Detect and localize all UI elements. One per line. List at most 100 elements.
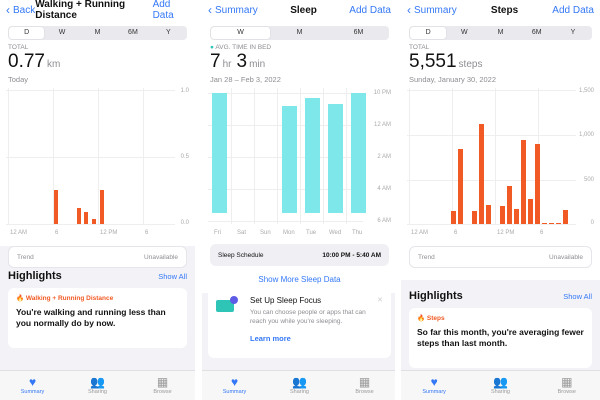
chart-bar [472,211,477,224]
sleep-schedule-row[interactable]: Sleep Schedule 10:00 PM - 5:40 AM [210,244,389,266]
y-tick: 1,000 [578,132,594,138]
trend-row[interactable]: Trend Unavailable [409,246,592,268]
sleep-bar [212,93,227,213]
back-label: Summary [215,4,258,16]
sleep-chart[interactable]: 10 PM 12 AM 2 AM 4 AM 6 AM Fri Sat Sun M… [208,88,391,236]
x-tick: Fri [214,230,221,236]
tab-summary[interactable]: ♥ Summary [202,371,267,400]
tab-browse[interactable]: ▦ Browse [534,371,600,400]
hours-value: 7 [210,51,221,72]
tab-sharing[interactable]: 👥 Sharing [65,371,130,400]
chart-bar [100,190,104,224]
grid-line [452,88,453,224]
grid-line [53,88,54,224]
highlight-card[interactable]: 🔥 Walking + Running Distance You're walk… [8,288,187,348]
avg-value: 7 hr 3 min [202,51,397,73]
segment-6m[interactable]: 6M [531,29,542,36]
segment-d[interactable]: D [9,27,45,39]
total-label: TOTAL [409,44,430,51]
sleep-bar [328,104,343,213]
tab-summary[interactable]: ♥ Summary [401,371,467,400]
x-tick: 6 [454,230,458,236]
divider [195,0,202,400]
y-tick: 500 [583,177,594,183]
heart-icon: ♥ [28,375,37,389]
segment-m[interactable]: M [94,29,101,36]
heart-icon: ♥ [430,375,438,389]
y-tick: 4 AM [377,186,391,192]
dot-icon: ● [210,44,216,51]
segment-w[interactable]: W [58,29,66,36]
grid-line [323,88,324,224]
distance-value: 0.77 [8,51,45,72]
sleep-focus-card[interactable]: ✕ Set Up Sleep Focus You can choose peop… [208,288,391,358]
x-tick: 6 [145,230,149,236]
show-all-link[interactable]: Show All [563,291,592,301]
y-tick: 0.0 [180,220,189,226]
highlights-title: Highlights [8,270,62,282]
segment-w[interactable]: W [461,29,468,36]
chart-bar [84,212,88,224]
grid-line [98,88,99,224]
chart-bar [507,186,512,224]
highlight-card[interactable]: 🔥 Steps So far this month, you're averag… [409,308,592,368]
highlights-header: Highlights Show All [0,246,195,286]
tab-label: Summary [222,389,247,395]
chart-bar [479,124,484,224]
total-label: TOTAL [8,44,29,51]
grid-line [407,224,576,225]
segment-y[interactable]: Y [570,29,576,36]
add-data-button[interactable]: Add Data [552,4,594,16]
close-icon[interactable]: ✕ [377,297,383,304]
sleep-panel: ‹ Summary Sleep Add Data W M 6M ● AVG. TI… [202,0,397,400]
x-tick: Tue [306,230,317,236]
x-tick: 12 PM [100,230,118,236]
learn-more-link[interactable]: Learn more [250,334,291,343]
chart-bar [528,199,533,224]
y-tick: 1,500 [578,88,594,94]
tab-browse[interactable]: ▦ Browse [332,371,397,400]
chevron-left-icon: ‹ [6,3,10,17]
segment-w[interactable]: W [211,27,270,39]
grid-line [254,88,255,224]
tab-label: Summary [422,389,446,395]
grid-line [143,88,144,224]
tab-summary[interactable]: ♥ Summary [0,371,65,400]
grid-line [277,88,278,224]
x-tick: Mon [283,230,295,236]
segment-d[interactable]: D [410,27,447,39]
segment-m[interactable]: M [497,29,504,36]
segment-m[interactable]: M [296,29,303,36]
total-value: 0.77 km [0,51,195,73]
grid-line [346,88,347,224]
add-data-button[interactable]: Add Data [349,4,391,16]
add-data-button[interactable]: Add Data [152,0,174,21]
trend-row[interactable]: Trend Unavailable [8,246,187,268]
back-button[interactable]: ‹ Summary [407,3,457,17]
segment-y[interactable]: Y [165,29,171,36]
show-all-link[interactable]: Show All [158,271,187,281]
segment-6m[interactable]: 6M [128,29,138,36]
distance-chart[interactable]: 1.0 0.5 0.0 12 AM 6 12 PM 6 [6,88,189,236]
tab-bar: ♥ Summary 👥 Sharing ▦ Browse [202,370,397,400]
x-tick: 6 [55,230,59,236]
chart-bar [77,208,81,224]
card-text: So far this month, you're averaging fewe… [417,327,584,348]
tab-label: Browse [557,389,576,395]
y-tick: 6 AM [377,218,391,224]
tab-sharing[interactable]: 👥 Sharing [467,371,533,400]
grid-line [231,88,232,224]
steps-chart[interactable]: 1,500 1,000 500 0 12 AM 6 12 PM 6 [407,88,594,236]
walking-panel: ‹ Back Walking + Running Distance Add Dat… [0,0,195,400]
x-tick: 6 [540,230,544,236]
grid-icon: ▦ [561,375,573,389]
sleep-bar [282,106,297,213]
back-button[interactable]: ‹ Back [6,3,35,17]
people-icon: 👥 [90,375,105,389]
tab-sharing[interactable]: 👥 Sharing [267,371,332,400]
chart-bar [500,206,505,224]
back-button[interactable]: ‹ Summary [208,3,258,17]
segment-6m[interactable]: 6M [353,29,364,36]
tab-browse[interactable]: ▦ Browse [130,371,195,400]
flame-icon: 🔥 [16,295,26,302]
